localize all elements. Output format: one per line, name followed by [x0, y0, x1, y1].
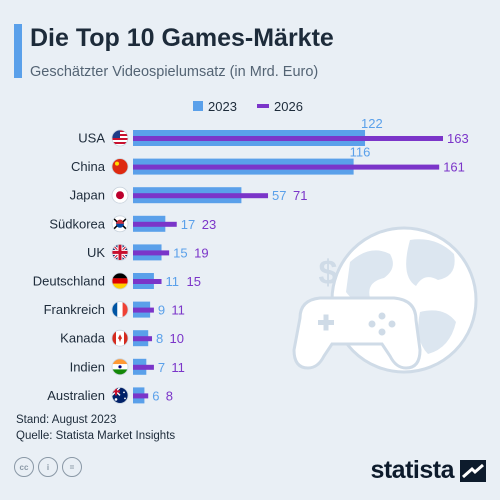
license-icons: cc i = [14, 457, 82, 477]
de-flag-icon [111, 272, 129, 290]
legend-label-2026: 2026 [274, 99, 303, 114]
value-label-2023: 17 [181, 217, 195, 232]
au-flag-icon [111, 386, 129, 404]
in-flag-icon [111, 358, 129, 376]
ca-flag-icon [111, 329, 129, 347]
value-label-2026: 15 [187, 274, 201, 289]
legend-swatch-2023 [193, 101, 203, 111]
bar-2026 [133, 193, 269, 199]
category-label: Deutschland [33, 274, 105, 289]
value-label-2026: 11 [171, 360, 185, 375]
value-label-2023: 122 [361, 116, 383, 131]
jp-flag-icon [111, 186, 129, 204]
chart-subtitle: Geschätzter Videospielumsatz (in Mrd. Eu… [30, 64, 319, 80]
category-label: UK [87, 245, 105, 260]
category-label: Frankreich [44, 302, 105, 317]
category-label: USA [78, 131, 105, 146]
value-label-2026: 23 [202, 217, 216, 232]
value-label-2023: 15 [173, 245, 187, 260]
bar-2026 [133, 221, 177, 227]
value-label-2023: 11 [166, 274, 180, 289]
value-label-2023: 116 [350, 145, 371, 160]
legend: 2023 2026 [193, 99, 303, 114]
value-label-2026: 19 [194, 245, 208, 260]
cn-flag-icon [111, 158, 129, 176]
cc-icon[interactable]: cc [14, 457, 34, 477]
attribution-icon[interactable]: i [38, 457, 58, 477]
value-label-2026: 71 [293, 188, 307, 203]
bar-2026 [133, 336, 153, 342]
footer-source: Quelle: Statista Market Insights [16, 430, 176, 442]
value-label-2026: 8 [166, 388, 173, 403]
footer-date: Stand: August 2023 [16, 414, 117, 426]
kr-flag-icon [111, 215, 129, 233]
value-label-2023: 57 [272, 188, 286, 203]
brand-name: statista [370, 456, 454, 484]
value-label-2023: 8 [156, 331, 163, 346]
title-accent-bar [14, 24, 22, 78]
statista-mark-icon [460, 459, 486, 482]
category-label: China [71, 159, 106, 174]
globe-gamepad-illustration: $ [292, 226, 478, 374]
gb-flag-icon [111, 243, 129, 261]
category-label: Australien [47, 388, 105, 403]
value-label-2026: 10 [170, 331, 184, 346]
category-label: Südkorea [49, 216, 105, 231]
value-label-2023: 6 [152, 388, 159, 403]
value-label-2026: 161 [443, 160, 465, 175]
value-label-2023: 9 [158, 303, 165, 318]
bar-2026 [133, 364, 154, 370]
legend-swatch-2026 [257, 104, 269, 108]
bar-2026 [133, 250, 170, 256]
bar-2026 [133, 393, 149, 399]
category-label: Japan [70, 188, 105, 203]
category-label: Indien [70, 359, 105, 374]
svg-text:$: $ [319, 254, 338, 292]
value-label-2026: 163 [447, 131, 469, 146]
no-derivatives-icon[interactable]: = [62, 457, 82, 477]
legend-label-2023: 2023 [208, 99, 237, 114]
statista-logo[interactable]: statista [370, 456, 486, 485]
value-label-2023: 7 [158, 360, 165, 375]
bar-2026 [133, 279, 162, 284]
category-label: Kanada [60, 331, 106, 346]
us-flag-icon [111, 129, 129, 147]
bar-2026 [133, 307, 154, 313]
fr-flag-icon [111, 301, 129, 319]
bar-2026 [133, 164, 440, 170]
bar-2026 [133, 136, 443, 141]
chart-title: Die Top 10 Games-Märkte [30, 24, 334, 52]
value-label-2026: 11 [171, 303, 185, 318]
